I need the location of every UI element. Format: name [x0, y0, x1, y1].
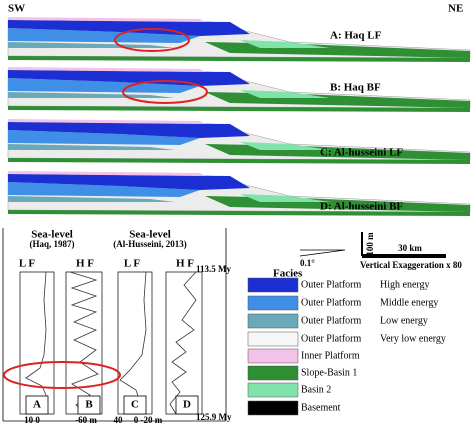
section-b [7, 66, 471, 113]
curve-title: Sea-level [129, 229, 171, 241]
legend-swatch [247, 331, 299, 347]
sw-label: SW [8, 3, 25, 15]
ne-label: NE [448, 3, 463, 15]
axis-label: 40 [114, 415, 124, 425]
legend-swatch [247, 295, 299, 311]
curve-source: (Haq, 1987) [30, 239, 75, 249]
curve-label: H F [76, 258, 94, 270]
legend-name: Basin 2 [301, 384, 331, 395]
legend-detail: Low energy [380, 315, 428, 326]
section-label: C: Al-husseini LF [320, 147, 403, 159]
legend-name: Inner Platform [301, 350, 360, 361]
legend-name: Outer Platform [301, 279, 361, 290]
highlight [122, 80, 208, 104]
panel-label: C [131, 399, 139, 411]
scale: 0.1° 100 m 30 km Vertical Exaggeration x… [299, 232, 462, 270]
legend-title: Facies [273, 268, 303, 280]
scale-horizontal: 30 km [398, 243, 422, 253]
age-bottom: 125.9 My [196, 412, 232, 422]
legend-swatch [247, 400, 299, 416]
legend-swatch [247, 313, 299, 329]
scale-vertical: 100 m [365, 232, 375, 256]
legend-detail: High energy [380, 279, 430, 290]
scale-exaggeration: Vertical Exaggeration x 80 [360, 260, 462, 270]
curve-label: L F [19, 258, 35, 270]
legend-name: Slope-Basin 1 [301, 367, 357, 378]
panel-label: B [85, 399, 93, 411]
axis-label: -60 m [75, 415, 97, 425]
panel-label: A [33, 399, 41, 411]
legend-swatch [247, 348, 299, 364]
curve-label: L F [124, 258, 140, 270]
section-a [7, 16, 471, 63]
legend-name: Outer Platform [301, 333, 361, 344]
legend: Facies Outer Platform High energy Outer Pl… [247, 268, 446, 416]
axis-label: 0 -20 m [134, 415, 163, 425]
legend-detail: Middle energy [380, 297, 438, 308]
legend-swatch [247, 382, 299, 398]
highlight [114, 28, 190, 52]
legend-name: Outer Platform [301, 315, 361, 326]
sea-level-panel: Sea-level (Haq, 1987) Sea-level (Al-Huss… [2, 228, 232, 425]
curve-label: H F [176, 258, 194, 270]
curve-title: Sea-level [31, 229, 73, 241]
curve-source: (Al-Husseini, 2013) [113, 239, 187, 249]
panel-label: D [183, 399, 191, 411]
legend-name: Outer Platform [301, 297, 361, 308]
axis-label: 10 0 [24, 415, 40, 425]
section-label: D: Al-husseini BF [320, 201, 403, 213]
legend-swatch [247, 365, 299, 381]
section-label: A: Haq LF [330, 30, 382, 42]
scale-angle: 0.1° [300, 258, 315, 268]
legend-name: Basement [301, 402, 341, 413]
age-top: 113.5 My [196, 264, 231, 274]
section-label: B: Haq BF [330, 82, 381, 94]
legend-detail: Very low energy [380, 333, 446, 344]
legend-swatch [247, 277, 299, 293]
